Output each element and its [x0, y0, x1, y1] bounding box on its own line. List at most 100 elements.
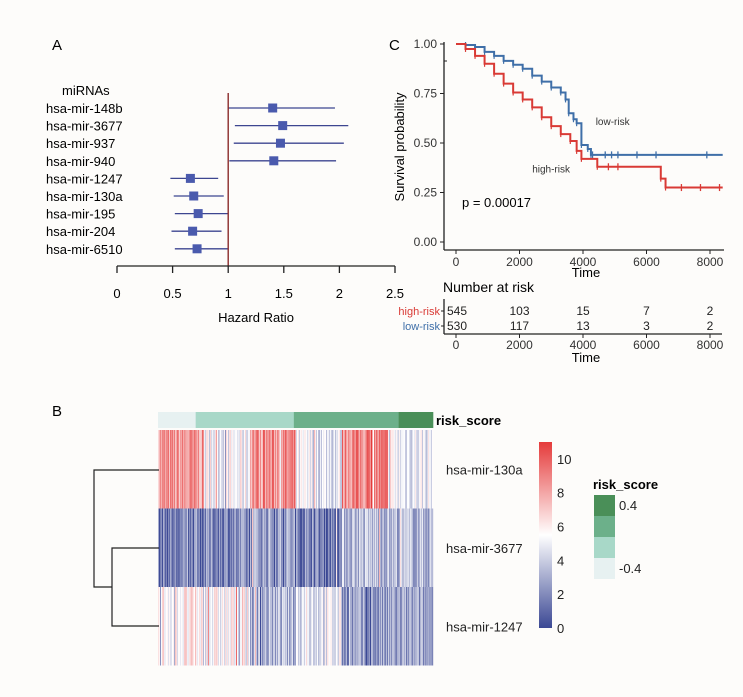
heatmap-cell — [428, 430, 430, 509]
heatmap-cell — [170, 587, 172, 666]
heatmap-cell — [231, 430, 233, 509]
heatmap-cell — [289, 430, 291, 509]
colorbar-tick-label: 4 — [557, 553, 564, 568]
heatmap-cell — [226, 508, 228, 587]
heatmap-cell — [375, 508, 377, 587]
heatmap-cell — [227, 508, 229, 587]
heatmap-cell — [401, 430, 403, 509]
heatmap-cell — [289, 508, 291, 587]
heatmap-cell — [168, 508, 170, 587]
heatmap-cell — [354, 587, 356, 666]
heatmap-cell — [251, 587, 253, 666]
heatmap-cell — [277, 508, 279, 587]
heatmap-cell — [269, 430, 271, 509]
risk-legend-title: risk_score — [593, 477, 658, 492]
heatmap-cell — [218, 587, 220, 666]
heatmap-cell — [389, 430, 391, 509]
heatmap-cell — [385, 430, 387, 509]
colorbar-tick-label: 6 — [557, 520, 564, 535]
risk-legend-label-high: 0.4 — [619, 498, 637, 513]
heatmap-cell — [330, 430, 332, 509]
heatmap-cell — [192, 587, 194, 666]
km-x-tick-label: 6000 — [633, 255, 660, 269]
heatmap-cell — [300, 430, 302, 509]
heatmap-cell — [240, 430, 242, 509]
heatmap-cell — [430, 430, 432, 509]
heatmap-cell — [403, 508, 405, 587]
heatmap-cell — [220, 508, 222, 587]
heatmap-cell — [283, 508, 285, 587]
panel-label-c: C — [389, 37, 400, 54]
heatmap-cell — [349, 508, 351, 587]
heatmap-cell — [316, 430, 318, 509]
heatmap-cell — [336, 587, 338, 666]
heatmap-cell — [217, 508, 219, 587]
heatmap-cell — [392, 430, 394, 509]
heatmap-cell — [240, 587, 242, 666]
heatmap-cell — [225, 587, 227, 666]
heatmap-cell — [271, 587, 273, 666]
heatmap-cell — [242, 508, 244, 587]
heatmap-cell — [413, 430, 415, 509]
heatmap-cell — [238, 430, 240, 509]
heatmap-cell — [275, 508, 277, 587]
heatmap-cell — [373, 430, 375, 509]
heatmap-cell — [195, 587, 197, 666]
heatmap-cell — [233, 508, 235, 587]
heatmap-cell — [344, 508, 346, 587]
heatmap-cell — [415, 430, 417, 509]
heatmap-cell — [336, 430, 338, 509]
heatmap-cell — [181, 508, 183, 587]
heatmap-cell — [356, 587, 358, 666]
heatmap-cell — [353, 430, 355, 509]
risk-legend-swatch — [594, 516, 615, 537]
heatmap-cell — [214, 587, 216, 666]
heatmap-cell — [215, 508, 217, 587]
heatmap-cell — [180, 587, 182, 666]
heatmap-cell — [209, 587, 211, 666]
km-x-tick-label: 0 — [453, 255, 460, 269]
forest-row-label: hsa-mir-940 — [46, 154, 115, 169]
heatmap-cell — [304, 430, 306, 509]
heatmap-cell — [267, 430, 269, 509]
heatmap-cell — [282, 508, 284, 587]
heatmap-row-label: hsa-mir-3677 — [446, 541, 523, 556]
heatmap-cell — [180, 508, 182, 587]
heatmap-cell — [293, 508, 295, 587]
heatmap-cell — [237, 508, 239, 587]
heatmap-cell — [233, 430, 235, 509]
heatmap-cell — [216, 430, 218, 509]
heatmap-cell — [313, 587, 315, 666]
heatmap-cell — [366, 587, 368, 666]
heatmap: risk_score hsa-mir-130a hsa-mir-3677 hsa-m… — [93, 412, 658, 666]
heatmap-cell — [261, 430, 263, 509]
heatmap-cell — [427, 508, 429, 587]
heatmap-cell — [272, 508, 274, 587]
heatmap-cell — [259, 430, 261, 509]
heatmap-cell — [204, 508, 206, 587]
heatmap-cell — [182, 430, 184, 509]
heatmap-cell — [426, 587, 428, 666]
heatmap-cell — [165, 587, 167, 666]
heatmap-cell — [296, 587, 298, 666]
forest-row-label: hsa-mir-1247 — [46, 171, 123, 186]
heatmap-cell — [383, 587, 385, 666]
heatmap-cell — [276, 430, 278, 509]
heatmap-cell — [170, 508, 172, 587]
heatmap-cell — [186, 430, 188, 509]
heatmap-cell — [214, 508, 216, 587]
heatmap-cell — [308, 430, 310, 509]
heatmap-cell — [329, 587, 331, 666]
heatmap-cell — [198, 430, 200, 509]
heatmap-cell — [339, 587, 341, 666]
heatmap-cell — [273, 508, 275, 587]
heatmap-cell — [172, 430, 174, 509]
heatmap-cell — [196, 508, 198, 587]
km-curve-low-risk — [456, 43, 723, 156]
risk-legend-swatch — [594, 558, 615, 579]
heatmap-cell — [315, 508, 317, 587]
forest-x-tick-label: 0.5 — [164, 286, 182, 301]
heatmap-cell — [418, 430, 420, 509]
heatmap-cell — [311, 430, 313, 509]
heatmap-cell — [312, 508, 314, 587]
